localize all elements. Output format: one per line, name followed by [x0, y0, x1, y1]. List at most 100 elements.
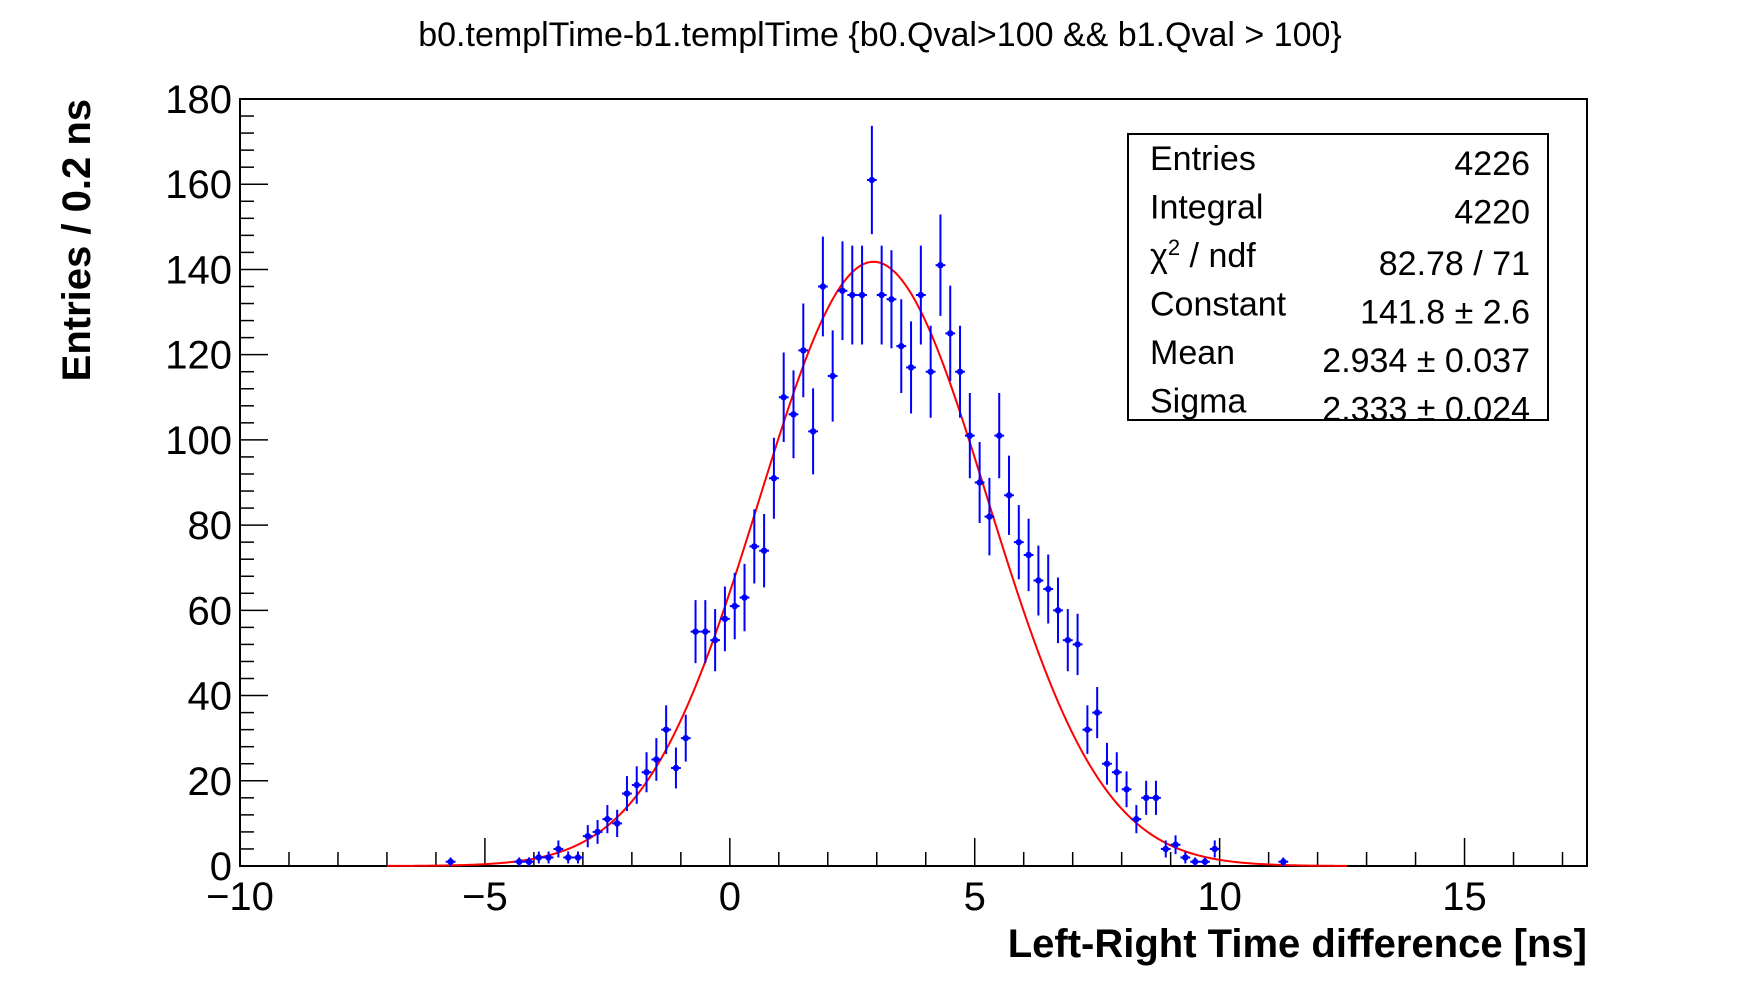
point-marker — [858, 291, 866, 299]
stats-value: 141.8 ± 2.6 — [1360, 294, 1530, 332]
y-tick-label: 160 — [165, 163, 232, 207]
data-point — [612, 809, 623, 838]
point-marker — [643, 769, 650, 776]
point-marker — [1054, 607, 1062, 614]
plot-frame — [239, 98, 1588, 867]
point-marker — [1035, 577, 1042, 584]
data-point — [915, 245, 926, 345]
data-point — [984, 477, 995, 556]
point-marker — [1113, 769, 1120, 776]
data-point — [1004, 455, 1014, 535]
data-point — [1013, 505, 1024, 580]
y-tick-label: 60 — [188, 589, 233, 633]
data-point — [886, 250, 897, 349]
stats-box: Entries 4226 Integral 4220 χ2 / ndf 82.78 / 7… — [1127, 133, 1549, 429]
point-marker — [584, 832, 591, 840]
point-marker — [770, 475, 778, 482]
data-point — [553, 840, 564, 858]
data-point — [680, 714, 691, 762]
data-point — [1200, 857, 1210, 866]
x-tick-label: −5 — [462, 875, 508, 919]
point-marker — [564, 854, 572, 861]
y-tick-label: 80 — [188, 504, 233, 548]
data-point — [857, 245, 867, 345]
data-point — [964, 393, 975, 479]
data-point — [817, 236, 828, 337]
data-point — [563, 851, 574, 864]
data-point — [1043, 554, 1054, 624]
point-marker — [613, 820, 621, 827]
point-marker — [682, 734, 689, 742]
y-tick-label: 100 — [165, 419, 232, 463]
point-marker — [711, 636, 719, 644]
data-point — [573, 851, 583, 864]
data-point — [651, 738, 662, 781]
point-marker — [545, 854, 552, 861]
stats-value: 4226 — [1454, 145, 1530, 183]
data-point — [837, 241, 848, 341]
data-point — [445, 857, 456, 866]
data-point — [514, 857, 525, 866]
data-point — [788, 370, 799, 459]
stats-label: Entries — [1150, 140, 1256, 178]
point-marker — [800, 347, 807, 354]
data-point — [1102, 742, 1112, 785]
point-marker — [535, 854, 542, 861]
data-point — [935, 214, 946, 316]
data-point — [739, 563, 750, 632]
point-marker — [878, 291, 885, 299]
x-tick-label: 0 — [719, 875, 741, 919]
point-marker — [702, 628, 709, 635]
point-marker — [888, 296, 895, 303]
data-point — [1111, 752, 1122, 793]
data-point — [1160, 840, 1171, 858]
point-marker — [760, 547, 768, 554]
y-tick-label: 40 — [188, 675, 233, 719]
point-marker — [741, 594, 748, 601]
point-marker — [839, 287, 846, 294]
point-marker — [780, 394, 787, 401]
point-marker — [1025, 551, 1032, 559]
point-marker — [1015, 538, 1023, 546]
data-points — [445, 125, 1289, 866]
data-point — [1033, 545, 1044, 616]
point-marker — [937, 261, 944, 269]
data-point — [925, 325, 936, 418]
point-marker — [525, 858, 533, 865]
data-point — [1141, 780, 1152, 815]
point-marker — [907, 364, 915, 371]
point-marker — [1152, 794, 1160, 802]
y-tick-label: 20 — [188, 760, 233, 804]
stats-rows: Entries 4226 Integral 4220 χ2 / ndf 82.78 / 7… — [1150, 140, 1530, 429]
chart-title: b0.templTime-b1.templTime {b0.Qval>100 &… — [418, 16, 1342, 54]
point-marker — [1064, 636, 1071, 644]
data-point — [710, 609, 721, 672]
data-point — [1121, 771, 1132, 808]
point-marker — [447, 858, 454, 865]
point-marker — [751, 543, 758, 550]
point-marker — [623, 790, 631, 797]
point-marker — [1123, 786, 1130, 793]
y-axis-title: Entries / 0.2 ns — [55, 99, 99, 381]
data-point — [1062, 609, 1073, 672]
point-marker — [868, 176, 876, 184]
data-point — [543, 851, 554, 864]
data-point — [1180, 851, 1191, 864]
stats-value: 2.333 ± 0.024 — [1322, 391, 1530, 429]
point-marker — [1133, 815, 1140, 823]
point-marker — [1093, 709, 1101, 716]
data-point — [1082, 705, 1093, 754]
point-marker — [927, 368, 934, 375]
point-marker — [986, 513, 993, 520]
x-tick-label: 5 — [964, 875, 986, 919]
data-point — [1170, 835, 1181, 855]
y-tick-label: 180 — [165, 78, 232, 122]
point-marker — [672, 764, 680, 772]
data-point — [1151, 780, 1161, 815]
data-point — [720, 586, 730, 652]
data-point — [1092, 687, 1103, 739]
data-point — [955, 325, 965, 418]
point-marker — [662, 726, 670, 733]
data-point — [749, 509, 760, 584]
